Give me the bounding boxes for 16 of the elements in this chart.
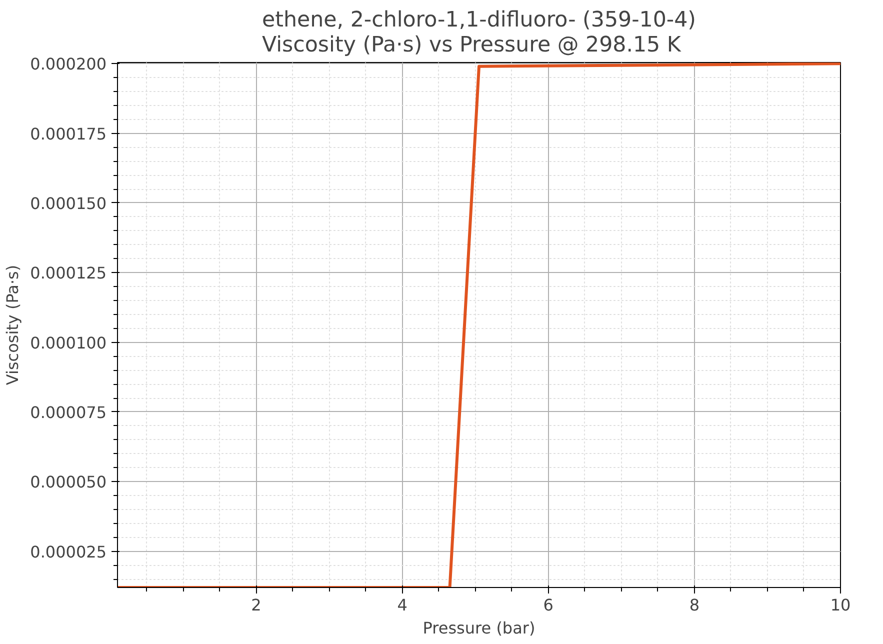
x-tick-label: 6 [543, 596, 554, 614]
x-tick-label: 4 [397, 596, 408, 614]
chart-title: ethene, 2-chloro-1,1-difluoro- (359-10-4) Viscosity (Pa·s) vs Pressure @ 298.15 K [262, 8, 696, 58]
x-tick-label: 8 [689, 596, 700, 614]
y-tick-label: 0.000025 [30, 542, 106, 562]
y-tick-label: 0.000150 [30, 194, 106, 213]
x-axis-title: Pressure (bar) [422, 618, 536, 638]
x-tick-label: 10 [830, 596, 851, 614]
y-axis-title: Viscosity (Pa·s) [3, 264, 22, 386]
y-tick-label: 0.000050 [30, 472, 106, 492]
y-tick-label: 0.000200 [30, 54, 106, 74]
y-tick-label: 0.000125 [30, 264, 106, 283]
x-tick-label: 2 [251, 596, 262, 614]
y-tick-label: 0.000100 [30, 333, 106, 352]
y-tick-label: 0.000175 [30, 124, 106, 144]
y-tick-label: 0.000075 [30, 402, 106, 422]
